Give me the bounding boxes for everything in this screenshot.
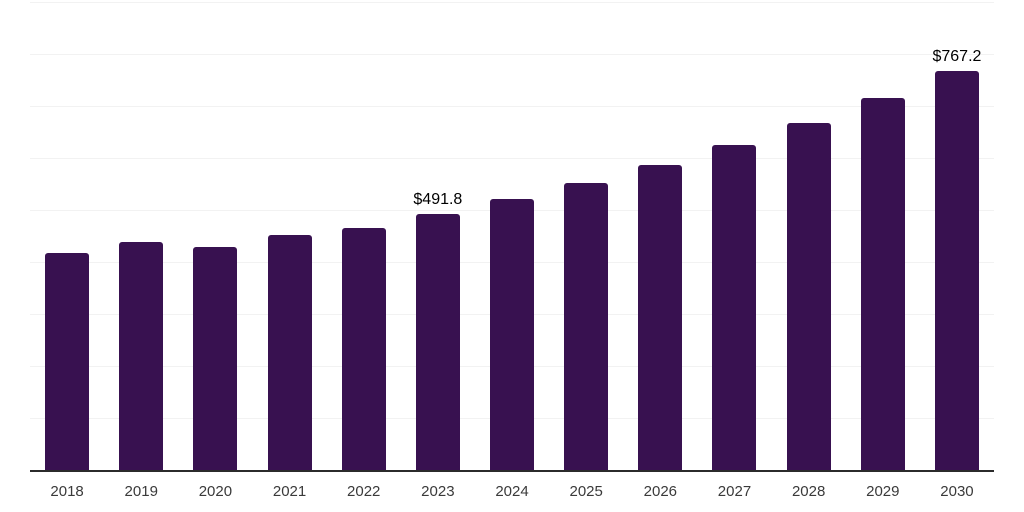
bar-slot-2019 xyxy=(104,2,178,470)
bar-slot-2027 xyxy=(697,2,771,470)
x-tick-label-2023: 2023 xyxy=(421,483,455,500)
value-label-2030: $767.2 xyxy=(932,48,982,66)
bar-2020 xyxy=(193,246,238,470)
x-tick-label-2025: 2025 xyxy=(569,483,603,500)
bar-slot-2020 xyxy=(178,2,252,470)
bar-2023 xyxy=(415,214,460,470)
x-tick-label-2024: 2024 xyxy=(495,483,529,500)
bar-slot-2025 xyxy=(549,2,623,470)
bar-2021 xyxy=(267,234,312,470)
x-tick-label-2018: 2018 xyxy=(50,483,84,500)
bar-slot-2030: $767.2 xyxy=(920,2,994,470)
x-tick-label-2028: 2028 xyxy=(791,483,826,500)
x-tick-label-2021: 2021 xyxy=(272,483,307,500)
bar-2018 xyxy=(45,253,90,470)
bar-2027 xyxy=(712,145,757,470)
bar-slot-2024 xyxy=(475,2,549,470)
bar-slot-2028 xyxy=(772,2,846,470)
plot-area: $491.8 $767.2 xyxy=(30,2,994,470)
bar-slot-2029 xyxy=(846,2,920,470)
x-tick-label-2026: 2026 xyxy=(643,483,678,500)
bar-2024 xyxy=(490,199,535,470)
value-label-2023: $491.8 xyxy=(413,191,463,209)
x-tick-label-2022: 2022 xyxy=(347,483,381,500)
x-tick-label-2030: 2030 xyxy=(940,483,974,500)
bar-2028 xyxy=(786,123,831,470)
bar-slot-2026 xyxy=(623,2,697,470)
x-axis-labels: 2018 2019 2020 2021 2022 2023 2024 2025 2026 2027… xyxy=(30,483,994,501)
bar-2025 xyxy=(564,182,609,470)
bar-2019 xyxy=(119,242,164,470)
bar-slot-2022 xyxy=(327,2,401,470)
x-tick-label-2020: 2020 xyxy=(198,483,233,500)
x-tick-label-2019: 2019 xyxy=(124,483,158,500)
bar-2030 xyxy=(934,71,979,470)
x-tick-label-2027: 2027 xyxy=(717,483,752,500)
bar-slot-2023: $491.8 xyxy=(401,2,475,470)
bar-2022 xyxy=(341,227,386,470)
bar-2029 xyxy=(860,97,905,470)
bar-slot-2018 xyxy=(30,2,104,470)
bar-2026 xyxy=(638,164,683,470)
x-axis-line xyxy=(30,470,994,472)
bar-slot-2021 xyxy=(252,2,326,470)
x-tick-label-2029: 2029 xyxy=(866,483,900,500)
